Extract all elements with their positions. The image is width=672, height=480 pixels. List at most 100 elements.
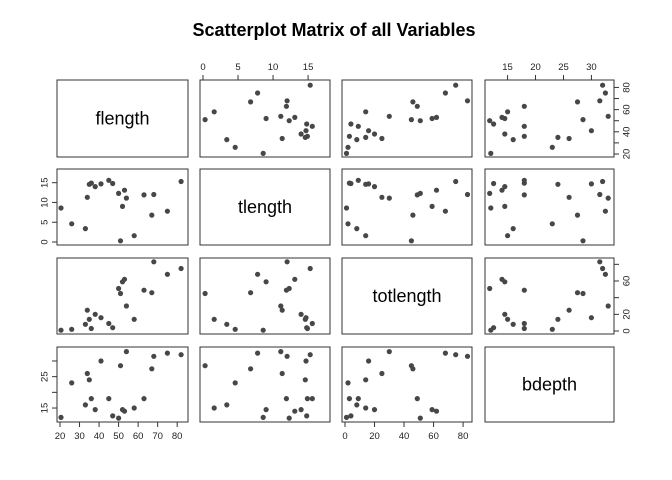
tick-label: 60: [428, 431, 439, 442]
tick-label: 80: [458, 431, 469, 442]
point-flength-bdepth-8: [521, 123, 527, 129]
point-tlength-bdepth-4: [555, 181, 561, 187]
point-flength-bdepth-17: [574, 99, 581, 105]
point-totlength-bdepth-10: [487, 285, 493, 292]
point-flength-tlength-16: [283, 103, 289, 109]
point-tlength-bdepth-1: [549, 221, 555, 227]
panel-frame: [484, 346, 615, 423]
point-bdepth-totlength-8: [355, 396, 361, 402]
panel-totlength-vs-totlength: totlength: [341, 257, 473, 335]
variable-label-tlength: tlength: [238, 197, 292, 217]
point-totlength-flength-13: [121, 276, 128, 282]
point-totlength-bdepth-14: [605, 303, 611, 309]
point-tlength-totlength-11: [408, 238, 414, 244]
point-flength-bdepth-4: [555, 134, 561, 140]
point-totlength-tlength-13: [292, 276, 298, 282]
tick-label: 15: [40, 403, 51, 414]
point-tlength-flength-6: [92, 184, 98, 190]
point-totlength-flength-3: [84, 307, 90, 313]
point-totlength-bdepth-5: [521, 325, 527, 332]
point-bdepth-tlength-6: [298, 407, 304, 413]
point-flength-totlength-19: [442, 90, 448, 96]
point-bdepth-flength-20: [178, 352, 184, 358]
point-totlength-flength-17: [149, 290, 155, 296]
point-totlength-tlength-7: [303, 315, 309, 321]
tick-label: 0: [622, 328, 633, 333]
point-flength-bdepth-5: [521, 133, 527, 139]
point-tlength-totlength-14: [386, 195, 392, 201]
point-bdepth-flength-9: [110, 413, 116, 419]
point-totlength-tlength-1: [232, 326, 238, 332]
point-totlength-flength-6: [92, 311, 98, 317]
point-tlength-totlength-15: [363, 233, 369, 239]
point-bdepth-flength-0: [58, 414, 64, 420]
point-tlength-totlength-13: [433, 187, 440, 193]
top-axis-bdepth: 15 20 25 30: [502, 62, 597, 81]
point-flength-totlength-7: [366, 128, 372, 134]
point-flength-tlength-13: [292, 114, 298, 120]
point-tlength-totlength-20: [453, 178, 459, 185]
point-totlength-flength-14: [123, 303, 129, 309]
point-flength-tlength-0: [260, 150, 266, 156]
tick-label: 10: [40, 197, 51, 208]
tick-label: 70: [152, 431, 163, 442]
point-flength-bdepth-7: [588, 128, 595, 134]
point-flength-totlength-0: [343, 150, 350, 156]
point-tlength-bdepth-11: [580, 238, 586, 244]
point-bdepth-flength-6: [92, 407, 98, 413]
point-tlength-flength-17: [149, 212, 155, 218]
point-bdepth-tlength-1: [232, 380, 238, 386]
point-totlength-flength-16: [141, 287, 147, 293]
point-bdepth-totlength-4: [363, 377, 369, 383]
panel-flength-vs-flength: flength: [56, 79, 189, 158]
point-tlength-flength-18: [151, 191, 157, 198]
tick-label: 20: [622, 149, 633, 160]
panel-frame: [484, 168, 615, 246]
point-flength-tlength-14: [278, 113, 284, 119]
point-tlength-bdepth-14: [605, 195, 611, 201]
point-flength-tlength-6: [298, 131, 304, 137]
point-flength-bdepth-1: [549, 144, 555, 150]
point-flength-bdepth-15: [505, 109, 511, 115]
tick-label: 20: [530, 62, 541, 73]
panel-frame: [341, 168, 473, 246]
point-totlength-tlength-11: [202, 290, 208, 297]
panel-bdepth-vs-flength: [56, 346, 189, 423]
point-flength-tlength-19: [255, 90, 261, 96]
top-axis-tlength: 0 5 10 15: [200, 62, 313, 81]
panel-frame: [341, 346, 473, 423]
point-bdepth-tlength-5: [304, 396, 310, 402]
point-bdepth-tlength-14: [278, 349, 284, 355]
panel-frame: [56, 79, 189, 158]
point-flength-bdepth-2: [510, 137, 516, 143]
point-tlength-flength-11: [117, 238, 124, 244]
point-tlength-flength-3: [84, 194, 90, 200]
point-totlength-flength-10: [116, 285, 122, 292]
point-totlength-bdepth-6: [502, 311, 508, 317]
tick-label: 60: [622, 276, 633, 287]
tick-label: 25: [40, 371, 51, 382]
point-tlength-flength-13: [121, 187, 128, 193]
tick-label: 0: [200, 62, 205, 73]
point-flength-tlength-1: [232, 144, 238, 150]
tick-label: 20: [622, 309, 633, 320]
point-tlength-flength-2: [82, 226, 88, 232]
point-bdepth-tlength-4: [302, 377, 308, 383]
point-totlength-tlength-0: [260, 327, 266, 333]
tick-label: 0: [40, 239, 51, 244]
tick-label: 10: [268, 62, 279, 73]
point-tlength-totlength-16: [414, 192, 420, 198]
point-tlength-totlength-1: [345, 221, 351, 227]
panel-flength-vs-totlength: [341, 79, 473, 158]
panel-tlength-vs-totlength: [341, 168, 473, 246]
tick-label: 15: [502, 62, 513, 73]
point-tlength-totlength-8: [355, 177, 361, 183]
point-tlength-bdepth-16: [521, 192, 527, 198]
tick-label: 80: [172, 431, 183, 442]
point-tlength-flength-1: [69, 221, 75, 227]
point-bdepth-tlength-18: [284, 353, 290, 359]
point-flength-bdepth-9: [491, 121, 497, 127]
point-tlength-bdepth-13: [499, 187, 505, 193]
point-bdepth-flength-11: [117, 363, 124, 369]
point-flength-bdepth-0: [488, 150, 494, 156]
